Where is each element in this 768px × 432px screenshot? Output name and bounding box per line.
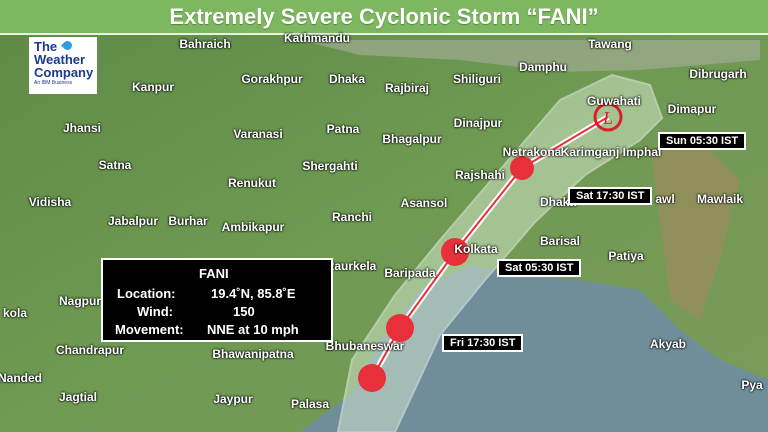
forecast-cone [336, 73, 664, 432]
city-label: Baripada [384, 266, 436, 280]
city-label: Jagtial [58, 390, 98, 404]
page-title: Extremely Severe Cyclonic Storm “FANI” [0, 0, 768, 35]
city-label: Bhawanipatna [212, 347, 294, 361]
weather-company-logo: The Weather Company An IBM Business [29, 37, 97, 94]
city-label: Chandrapur [55, 343, 125, 357]
city-label: Kanpur [132, 80, 174, 94]
city-label: Gorakhpur [241, 72, 303, 86]
city-label: Ranchi [331, 210, 373, 224]
forecast-time-label: Sat 05:30 IST [497, 259, 582, 277]
city-label: Palasa [290, 397, 330, 411]
city-label: Bhubaneswar [325, 339, 405, 353]
city-label: Imphal [622, 145, 662, 159]
city-label: Bahraich [179, 37, 231, 51]
city-label: Barisal [539, 234, 581, 248]
cyclone-icon [358, 364, 386, 392]
logo-text: Company [34, 65, 94, 80]
city-label: Jhansi [62, 121, 102, 135]
city-label: Rajshahi [454, 168, 506, 182]
storm-info-box: FANI Location: 19.4˚N, 85.8˚E Wind: 150 … [101, 258, 333, 342]
city-label: Bhagalpur [382, 132, 442, 146]
city-label: Akyab [649, 337, 687, 351]
city-label: Tawang [588, 37, 632, 51]
city-label: Kolkata [454, 242, 498, 256]
city-label: Dhaka [328, 72, 366, 86]
city-label: kola [2, 306, 28, 320]
cyclone-icon [510, 156, 534, 180]
city-label: awl [655, 192, 675, 206]
wind-label: Wind: [137, 304, 173, 319]
city-label: Nanded [0, 371, 43, 385]
city-label: Vidisha [28, 195, 72, 209]
city-label: Karimganj [560, 145, 620, 159]
low-icon: L [593, 102, 623, 132]
svg-text:L: L [602, 108, 613, 128]
movement-value: NNE at 10 mph [207, 322, 299, 337]
location-value: 19.4˚N, 85.8˚E [211, 286, 296, 301]
city-label: Jaypur [213, 392, 253, 406]
movement-label: Movement: [115, 322, 184, 337]
city-label: Patiya [608, 249, 644, 263]
city-label: Rajbiraj [384, 81, 430, 95]
city-label: Varanasi [233, 127, 283, 141]
forecast-time-label: Fri 17:30 IST [442, 334, 524, 352]
city-label: Asansol [400, 196, 448, 210]
city-label: Burhar [168, 214, 208, 228]
city-label: Dibrugarh [689, 67, 747, 81]
city-label: Patna [326, 122, 360, 136]
forecast-time-label: Sun 05:30 IST [658, 132, 747, 150]
city-label: Guwahati [586, 94, 642, 108]
logo-text: Weather [34, 52, 86, 67]
city-label: Dinajpur [453, 116, 503, 130]
himalaya-range [300, 40, 760, 72]
city-label: Dhaka [539, 195, 577, 209]
cyclone-icon [386, 314, 414, 342]
hills [650, 140, 740, 320]
city-label: Raurkela [325, 259, 377, 273]
city-label: Kathmandu [284, 31, 350, 45]
logo-text: The [34, 39, 58, 54]
cyclone-icon [441, 238, 469, 266]
city-label: Dimapur [667, 102, 717, 116]
city-label: Satna [98, 158, 132, 172]
city-label: Jabalpur [107, 214, 159, 228]
forecast-time-label: Sat 17:30 IST [568, 187, 653, 205]
city-label: Netrakona [502, 145, 562, 159]
storm-name: FANI [199, 266, 229, 281]
wind-value: 150 [233, 304, 255, 319]
city-label: Nagpur [59, 294, 101, 308]
city-label: Ambikapur [221, 220, 285, 234]
city-label: Shergahti [302, 159, 358, 173]
logo-text: An IBM Business [34, 80, 73, 86]
city-label: Renukut [228, 176, 276, 190]
city-label: Pya [741, 378, 763, 392]
city-label: Mawlaik [696, 192, 744, 206]
city-label: Damphu [519, 60, 567, 74]
city-label: Shiliguri [453, 72, 501, 86]
location-label: Location: [117, 286, 176, 301]
